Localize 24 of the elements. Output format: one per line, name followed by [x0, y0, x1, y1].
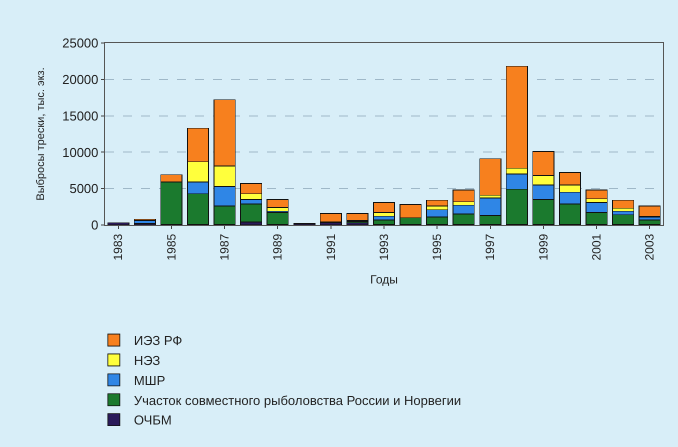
- x-tick-label: 1985: [164, 233, 178, 261]
- x-tick-label: 2001: [589, 233, 604, 261]
- legend-label: МШР: [134, 372, 166, 388]
- x-tick-label: 1997: [483, 233, 498, 261]
- y-axis-title: Выбросы трески, тыс. экз.: [34, 67, 47, 201]
- legend-label: ИЭЗ РФ: [134, 333, 182, 348]
- x-tick-label: 1983: [111, 233, 126, 261]
- x-axis-title: Годы: [370, 272, 398, 286]
- y-tick-label: 10000: [62, 144, 98, 160]
- x-tick-label: 1987: [217, 233, 232, 261]
- x-tick-label: 1989: [270, 233, 285, 261]
- x-tick-label: 1999: [536, 233, 550, 261]
- legend-label: ОЧБМ: [134, 412, 172, 428]
- y-tick-label: 20000: [62, 72, 98, 87]
- x-tick-label: 2003: [642, 233, 657, 261]
- legend-label: Участок совместного рыболовства России и Норвегии: [134, 392, 462, 408]
- x-tick-label: 1993: [376, 233, 391, 261]
- x-tick-label: 1991: [324, 233, 338, 261]
- y-tick-label: 25000: [62, 36, 98, 51]
- x-tick-label: 1995: [430, 233, 444, 261]
- legend-label: НЭЗ: [134, 353, 160, 368]
- y-tick-label: 15000: [62, 108, 98, 124]
- y-tick-label: 5000: [69, 181, 98, 196]
- y-tick-label: 0: [91, 218, 98, 233]
